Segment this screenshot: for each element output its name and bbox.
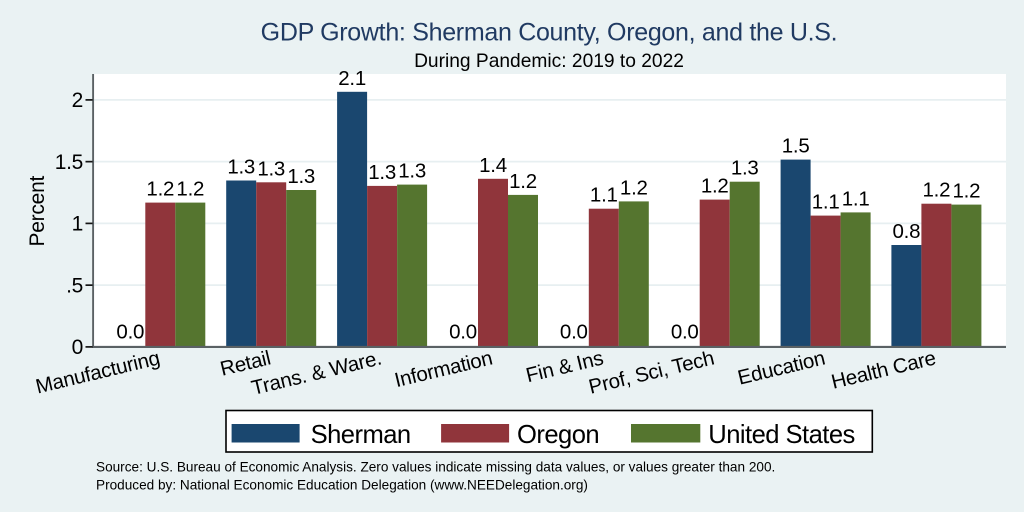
svg-text:1: 1 (72, 213, 83, 236)
svg-text:GDP Growth: Sherman County, Or: GDP Growth: Sherman County, Oregon, and … (261, 19, 838, 47)
svg-text:1.2: 1.2 (953, 180, 981, 203)
svg-text:1.4: 1.4 (479, 154, 507, 177)
svg-text:0.0: 0.0 (449, 321, 477, 344)
svg-text:0.8: 0.8 (893, 220, 921, 243)
svg-text:Sherman: Sherman (311, 421, 411, 449)
svg-text:1.1: 1.1 (842, 187, 870, 210)
svg-text:1.5: 1.5 (782, 135, 810, 158)
svg-text:1.5: 1.5 (55, 151, 83, 174)
svg-text:Source: U.S. Bureau of Economi: Source: U.S. Bureau of Economic Analysis… (96, 459, 775, 474)
svg-text:1.2: 1.2 (923, 179, 951, 202)
svg-text:1.1: 1.1 (812, 191, 840, 214)
svg-text:2.1: 2.1 (338, 67, 366, 90)
svg-text:1.3: 1.3 (227, 156, 255, 179)
svg-text:1.2: 1.2 (509, 170, 537, 193)
svg-text:0: 0 (72, 336, 83, 359)
svg-text:1.2: 1.2 (701, 175, 729, 198)
svg-text:0.0: 0.0 (560, 321, 588, 344)
svg-text:United States: United States (708, 421, 855, 449)
svg-text:Percent: Percent (26, 175, 49, 246)
svg-text:1.1: 1.1 (590, 184, 618, 207)
svg-text:1.3: 1.3 (287, 165, 315, 188)
svg-text:1.3: 1.3 (731, 157, 759, 180)
svg-text:0.0: 0.0 (116, 321, 144, 344)
svg-text:1.3: 1.3 (398, 160, 426, 183)
svg-text:Produced by: National Economic: Produced by: National Economic Education… (96, 477, 588, 492)
svg-text:.5: .5 (66, 274, 83, 297)
svg-text:0.0: 0.0 (671, 321, 699, 344)
svg-text:2: 2 (72, 89, 83, 112)
svg-text:1.3: 1.3 (257, 157, 285, 180)
svg-text:1.2: 1.2 (176, 178, 204, 201)
svg-text:1.3: 1.3 (368, 161, 396, 184)
svg-text:1.2: 1.2 (146, 178, 174, 201)
svg-text:Oregon: Oregon (517, 421, 599, 449)
svg-text:During Pandemic: 2019 to 2022: During Pandemic: 2019 to 2022 (414, 51, 684, 72)
svg-text:1.2: 1.2 (620, 176, 648, 199)
